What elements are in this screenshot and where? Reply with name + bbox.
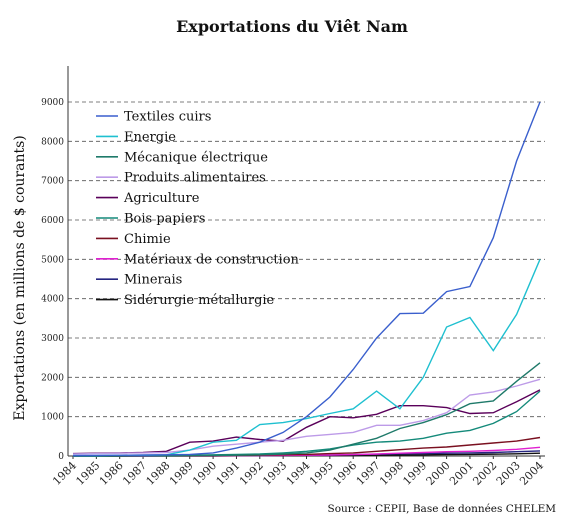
series-lines [72, 101, 541, 457]
y-tick-label: 3000 [41, 334, 64, 344]
chart-title: Exportations du Viêt Nam [176, 17, 408, 36]
grid-lines [68, 101, 545, 418]
x-tick-label: 1999 [400, 459, 429, 488]
y-tick-label: 2000 [41, 373, 64, 383]
y-tick-label: 0 [58, 452, 64, 462]
y-tick-label: 1000 [41, 413, 64, 423]
legend-label: Agriculture [123, 191, 200, 206]
legend-label: Minerais [124, 273, 182, 288]
y-tick-label: 4000 [41, 295, 64, 305]
x-tick-label: 1993 [260, 459, 289, 488]
x-tick-label: 1997 [354, 459, 383, 488]
legend-label: Sidérurgie métallurgie [124, 293, 275, 308]
x-tick-label: 1988 [144, 459, 173, 488]
legend-label: Chimie [124, 232, 171, 247]
x-tick-label: 2002 [470, 459, 499, 488]
x-tick-label: 1996 [330, 459, 359, 488]
series-line [72, 101, 541, 457]
y-tick-label: 8000 [41, 137, 64, 147]
series-line [73, 390, 541, 457]
y-tick-label: 5000 [41, 255, 64, 265]
x-tick-label: 2004 [517, 459, 546, 488]
x-tick-label: 1987 [120, 459, 149, 488]
y-tick-label: 6000 [41, 216, 64, 226]
x-tick-label: 1990 [190, 459, 219, 488]
legend-label: Produits alimentaires [124, 171, 266, 186]
x-tick-label: 1992 [237, 459, 266, 488]
series-line [72, 389, 541, 455]
x-tick-label: 2003 [494, 459, 523, 488]
x-tick-label: 1985 [73, 459, 102, 488]
series-line [72, 378, 541, 455]
legend-label: Bois papiers [124, 212, 205, 227]
x-tick-label: 1989 [167, 459, 196, 488]
legend-label: Textiles cuirs [124, 110, 211, 125]
legend: Textiles cuirs Energie Mécanique électriqu… [96, 110, 300, 308]
y-tick-label: 9000 [41, 98, 64, 108]
y-axis-label: Exportations (en millions de $ courants) [12, 135, 28, 421]
series-line [73, 259, 541, 457]
x-tick-label: 1984 [50, 459, 79, 488]
series-line [73, 362, 541, 457]
legend-label: Energie [124, 130, 176, 145]
legend-label: Mécanique électrique [124, 150, 268, 165]
y-tick-labels: 0 1000 2000 3000 4000 5000 6000 7000 8000 9000 [41, 98, 64, 462]
x-tick-label: 1995 [307, 459, 336, 488]
y-tick-label: 7000 [41, 177, 64, 187]
x-tick-label: 1994 [284, 459, 313, 488]
x-tick-label: 1986 [97, 459, 126, 488]
source-note: Source : CEPII, Base de données CHELEM [328, 503, 557, 515]
legend-label: Matériaux de construction [124, 252, 300, 267]
x-tick-label: 1991 [214, 459, 243, 488]
x-tick-label: 2000 [424, 459, 453, 488]
x-tick-label: 1998 [377, 459, 406, 488]
x-tick-labels: 1984198519861987198819891990199119921993… [50, 459, 546, 488]
x-tick-label: 2001 [447, 459, 476, 488]
